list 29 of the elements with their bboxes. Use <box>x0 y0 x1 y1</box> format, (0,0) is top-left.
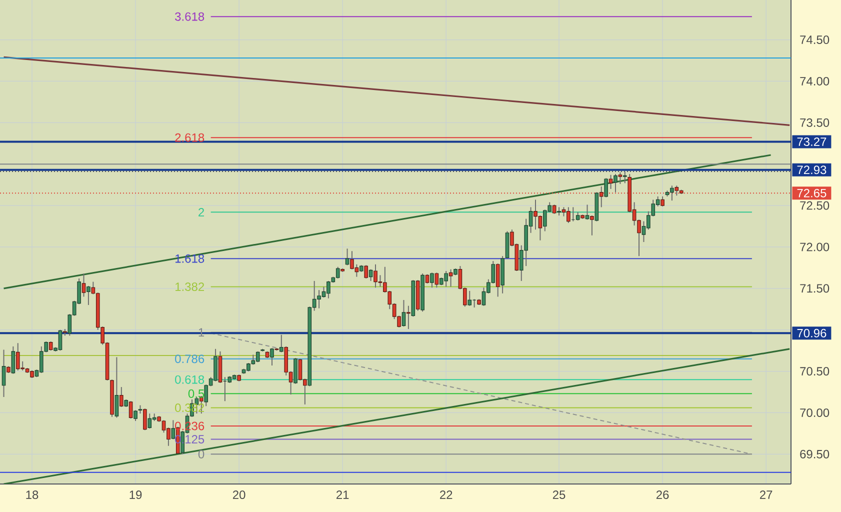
y-tick-label: 71.50 <box>800 284 830 293</box>
series-label: 1.618 <box>175 254 204 263</box>
x-tick-label: 27 <box>760 490 772 499</box>
ref-line-label: 72.93 <box>797 166 826 174</box>
x-tick-label: 19 <box>130 490 142 500</box>
ref-line-label: 72.65 <box>797 188 826 198</box>
series-label: 1.382 <box>175 282 204 291</box>
series-label: 3.618 <box>175 12 204 21</box>
y-tick-label: 72.00 <box>800 242 830 252</box>
x-tick-label: 22 <box>440 490 452 499</box>
x-tick-label: 21 <box>336 490 349 499</box>
series-label: 2 <box>198 208 204 216</box>
x-tick-label: 20 <box>232 490 246 500</box>
y-tick-label: 69.50 <box>800 450 830 458</box>
series-label: 0.786 <box>175 354 204 364</box>
series-label: 0.618 <box>175 375 204 384</box>
x-tick-label: 18 <box>26 490 38 500</box>
x-tick-label: 25 <box>552 490 566 500</box>
ref-line-label: 70.96 <box>797 328 826 338</box>
y-tick-label: 73.50 <box>800 118 830 127</box>
y-tick-label: 74.00 <box>800 76 830 86</box>
y-tick-label: 70.50 <box>800 367 830 376</box>
series-label: 0 <box>198 450 204 458</box>
series-label: 2.618 <box>175 133 204 142</box>
y-tick-label: 74.50 <box>800 36 830 44</box>
y-tick-label: 70.00 <box>800 408 830 417</box>
ref-line-label: 73.27 <box>797 137 826 146</box>
y-tick-label: 72.50 <box>800 201 830 210</box>
x-tick-label: 26 <box>656 490 669 500</box>
